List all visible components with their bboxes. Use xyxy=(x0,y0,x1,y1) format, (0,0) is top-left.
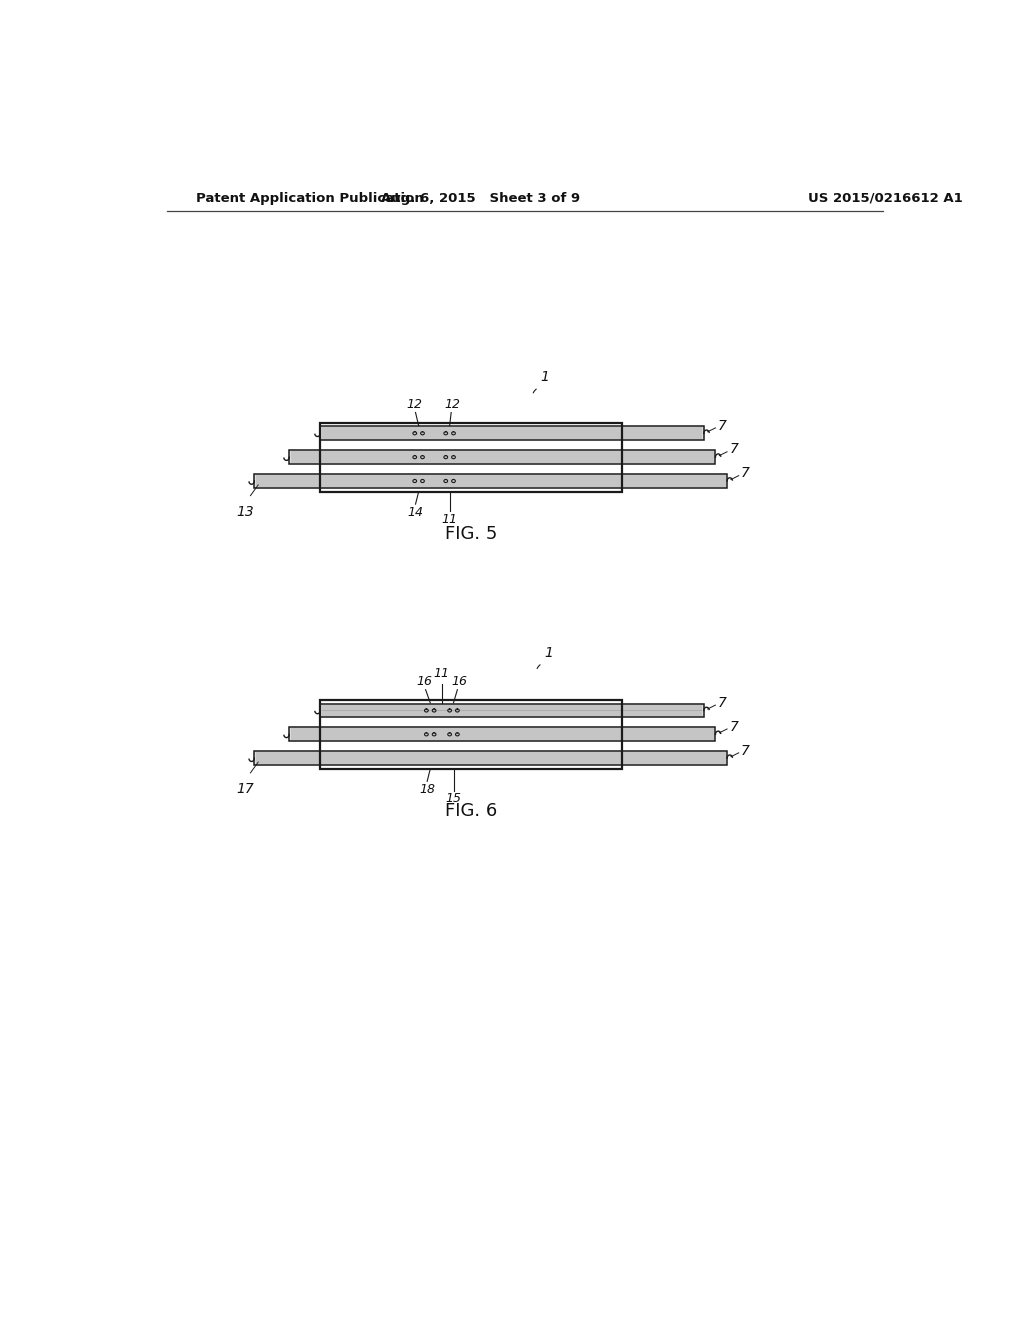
Text: 7: 7 xyxy=(741,466,750,480)
Text: 15: 15 xyxy=(445,792,462,805)
Bar xyxy=(254,751,727,766)
Text: FIG. 5: FIG. 5 xyxy=(445,525,498,543)
Text: 7: 7 xyxy=(718,696,727,710)
Bar xyxy=(289,727,716,742)
Text: 11: 11 xyxy=(434,668,450,681)
Text: 1: 1 xyxy=(544,645,553,660)
Text: Aug. 6, 2015   Sheet 3 of 9: Aug. 6, 2015 Sheet 3 of 9 xyxy=(381,191,581,205)
Text: 13: 13 xyxy=(237,506,254,519)
Text: FIG. 6: FIG. 6 xyxy=(445,803,498,820)
Text: 7: 7 xyxy=(729,442,738,457)
Text: 18: 18 xyxy=(419,783,435,796)
Bar xyxy=(289,450,716,465)
Text: 7: 7 xyxy=(718,418,727,433)
Text: 16: 16 xyxy=(451,675,467,688)
Text: 16: 16 xyxy=(416,675,432,688)
Text: US 2015/0216612 A1: US 2015/0216612 A1 xyxy=(809,191,964,205)
Bar xyxy=(321,700,623,770)
Text: 12: 12 xyxy=(444,397,461,411)
Text: 11: 11 xyxy=(441,512,458,525)
Text: 12: 12 xyxy=(406,397,422,411)
Text: Patent Application Publication: Patent Application Publication xyxy=(197,191,424,205)
Text: 7: 7 xyxy=(741,743,750,758)
Text: 7: 7 xyxy=(729,719,738,734)
Bar xyxy=(321,704,703,718)
Bar xyxy=(254,474,727,488)
Bar xyxy=(321,426,703,441)
Text: 14: 14 xyxy=(408,506,424,519)
Text: 17: 17 xyxy=(237,781,254,796)
Text: 1: 1 xyxy=(541,370,549,384)
Bar xyxy=(321,422,623,492)
